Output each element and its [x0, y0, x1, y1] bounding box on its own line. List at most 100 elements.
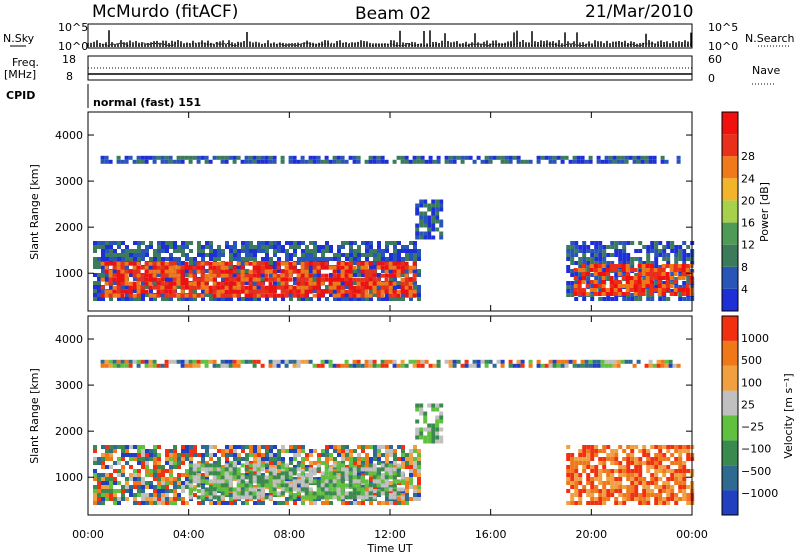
data-cell — [661, 264, 666, 268]
data-cell — [389, 269, 393, 273]
data-cell — [301, 257, 305, 261]
data-cell — [448, 159, 453, 164]
data-cell — [117, 457, 121, 461]
data-cell — [638, 501, 643, 505]
data-cell — [313, 245, 317, 249]
power-colorbar-swatch — [722, 222, 738, 245]
data-cell — [360, 495, 365, 500]
data-cell — [416, 159, 421, 164]
data-cell — [417, 269, 421, 273]
data-cell — [369, 297, 373, 301]
data-cell — [321, 501, 325, 505]
data-cell — [560, 155, 565, 160]
data-cell — [392, 159, 397, 164]
data-cell — [412, 277, 417, 282]
data-cell — [240, 483, 245, 488]
data-cell — [236, 285, 241, 290]
data-cell — [308, 281, 313, 286]
data-cell — [657, 284, 662, 288]
data-cell — [356, 293, 361, 298]
data-cell — [397, 253, 401, 257]
data-cell — [192, 471, 197, 476]
data-cell — [637, 272, 642, 276]
data-cell — [678, 249, 683, 253]
data-cell — [404, 277, 409, 282]
data-cell — [652, 155, 657, 160]
data-cell — [268, 359, 273, 364]
data-cell — [252, 491, 257, 496]
data-cell — [448, 359, 453, 364]
data-cell — [574, 457, 579, 461]
data-cell — [269, 241, 273, 245]
data-cell — [208, 273, 213, 278]
data-cell — [605, 288, 610, 292]
data-cell — [289, 297, 293, 301]
data-cell — [605, 268, 610, 272]
data-cell — [149, 469, 153, 473]
data-cell — [125, 245, 129, 249]
data-cell — [608, 155, 613, 160]
data-cell — [336, 483, 341, 488]
data-cell — [120, 289, 125, 294]
data-cell — [236, 363, 241, 368]
data-cell — [221, 449, 225, 453]
data-cell — [196, 475, 201, 480]
data-cell — [405, 493, 409, 497]
data-cell — [614, 277, 619, 281]
data-cell — [613, 284, 618, 288]
data-cell — [423, 211, 428, 216]
data-cell — [153, 445, 157, 449]
data-cell — [304, 281, 309, 286]
data-cell — [109, 253, 113, 257]
data-cell — [317, 257, 321, 261]
data-cell — [417, 249, 421, 253]
data-cell — [439, 427, 444, 432]
data-cell — [216, 483, 221, 488]
data-cell — [164, 159, 169, 164]
data-cell — [121, 473, 125, 477]
data-cell — [176, 359, 181, 364]
data-cell — [256, 265, 261, 270]
data-cell — [329, 249, 333, 253]
data-cell — [582, 241, 587, 245]
data-cell — [598, 469, 603, 473]
data-cell — [261, 257, 265, 261]
data-cell — [100, 159, 105, 164]
data-cell — [300, 289, 305, 294]
data-cell — [654, 477, 659, 481]
data-cell — [341, 297, 345, 301]
data-cell — [685, 288, 690, 292]
data-cell — [109, 493, 113, 497]
data-cell — [658, 493, 663, 497]
data-cell — [233, 245, 237, 249]
data-cell — [388, 359, 393, 364]
data-cell — [221, 249, 225, 253]
data-cell — [265, 445, 269, 449]
data-cell — [137, 457, 141, 461]
data-cell — [661, 272, 666, 276]
data-cell — [204, 285, 209, 290]
data-cell — [364, 285, 369, 290]
data-cell — [681, 292, 686, 296]
data-cell — [301, 469, 305, 473]
data-cell — [316, 269, 321, 274]
data-cell — [313, 277, 317, 281]
data-cell — [369, 249, 373, 253]
data-cell — [337, 269, 341, 273]
data-cell — [236, 475, 241, 480]
data-cell — [157, 469, 161, 473]
data-cell — [109, 257, 113, 261]
data-cell — [256, 273, 261, 278]
data-cell — [566, 281, 571, 285]
data-cell — [280, 471, 285, 476]
data-cell — [472, 159, 477, 164]
data-cell — [420, 159, 425, 164]
data-cell — [662, 281, 667, 285]
data-cell — [248, 289, 253, 294]
data-cell — [628, 359, 633, 364]
data-cell — [256, 495, 261, 500]
data-cell — [264, 155, 269, 160]
data-cell — [392, 273, 397, 278]
data-cell — [181, 485, 185, 489]
data-cell — [113, 241, 117, 245]
